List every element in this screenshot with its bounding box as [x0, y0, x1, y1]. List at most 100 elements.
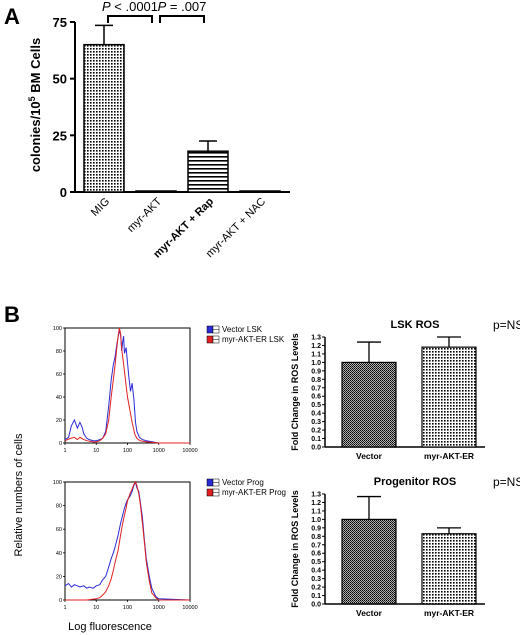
legend-label: myr-AKT-ER Prog [222, 488, 286, 497]
histogram-frame [64, 327, 191, 444]
histogram-xtick-label: 10000 [182, 605, 197, 611]
chart-a-significance-bracket [159, 15, 205, 23]
ros-ytick-label: 1.0 [311, 517, 321, 524]
chart-a-ylabel: colonies/105 BM Cells [27, 38, 43, 172]
ros-ytick-label: 0.0 [311, 602, 321, 609]
progenitor-histogram: 0 20 40 60 80 100 1 10 100 1000 10000 Vector Progmy… [53, 478, 286, 611]
ros-ytick-label: 0.9 [311, 525, 321, 532]
progenitor-ros-bar-chart: Progenitor ROS p=NS Fold Change in ROS Lev… [290, 475, 520, 618]
histogram-ytick-label: 40 [56, 551, 62, 557]
histogram-ytick-label: 20 [56, 418, 62, 424]
ros-ytick-label: 1.0 [311, 360, 321, 367]
ros-ytick-label: 0.5 [311, 559, 321, 566]
ros-chart-title: LSK ROS [391, 319, 440, 331]
chart-a-ytick-label: 0 [60, 185, 67, 200]
ros-category-label: myr-AKT-ER [424, 608, 474, 618]
ros-ytick-label: 0.5 [311, 402, 321, 409]
panel-label-b: B [4, 302, 20, 327]
ros-ytick-label: 1.1 [311, 508, 321, 515]
histogram-ylabel: Relative numbers of cells [13, 433, 25, 556]
ros-chart-title: Progenitor ROS [374, 476, 457, 488]
histogram-xtick-label: 1 [63, 448, 66, 454]
ros-bar [341, 361, 397, 448]
histogram-ytick-label: 80 [56, 504, 62, 510]
ros-ytick-label: 0.1 [311, 593, 321, 600]
histogram-ytick-label: 60 [56, 527, 62, 533]
ros-ytick-label: 0.4 [311, 568, 321, 575]
histogram-ytick-label: 20 [56, 574, 62, 580]
histogram-series-line [65, 480, 190, 601]
histogram-ytick-label: 100 [53, 480, 62, 486]
ros-ylabel: Fold Change in ROS Levels [290, 333, 300, 451]
ros-ytick-label: 0.3 [311, 419, 321, 426]
legend-swatch [206, 478, 214, 487]
histogram-xtick-label: 10 [93, 605, 99, 611]
ros-bar [341, 518, 397, 605]
ros-category-label: Vector [356, 608, 383, 618]
ros-ytick-label: 0.8 [311, 377, 321, 384]
ros-ytick-label: 0.9 [311, 368, 321, 375]
ros-ytick-label: 1.2 [311, 343, 321, 350]
histogram-ytick-label: 0 [59, 598, 62, 604]
chart-a-ytick-label: 50 [53, 72, 67, 87]
chart-a-bar [135, 190, 177, 193]
ros-category-label: myr-AKT-ER [424, 451, 474, 461]
chart-a-pvalue-label: P < .0001 [102, 0, 158, 14]
ros-ytick-label: 0.0 [311, 445, 321, 452]
ros-ytick-label: 0.1 [311, 436, 321, 443]
ros-bar [421, 533, 477, 605]
lsk-histogram: 0 20 40 60 80 100 1 10 100 1000 10000 Vector LSKmyr… [53, 325, 285, 454]
ros-ylabel: Fold Change in ROS Levels [290, 490, 300, 608]
histogram-ytick-label: 60 [56, 372, 62, 378]
ros-ytick-label: 0.3 [311, 576, 321, 583]
ros-ytick-label: 1.3 [311, 335, 321, 342]
histogram-xtick-label: 1000 [153, 605, 165, 611]
ros-ytick-label: 0.7 [311, 385, 321, 392]
chart-a-pvalue-label: P = .007 [158, 0, 207, 14]
histogram-xtick-label: 100 [123, 448, 132, 454]
chart-a-bar [239, 190, 281, 193]
ros-ytick-label: 0.7 [311, 542, 321, 549]
histogram-xtick-label: 100 [123, 605, 132, 611]
ros-category-label: Vector [356, 451, 383, 461]
chart-a-ytick-label: 75 [53, 15, 67, 30]
histogram-xlabel: Log fluorescence [68, 621, 152, 633]
ros-ytick-label: 0.6 [311, 551, 321, 558]
histogram-xtick-label: 1000 [153, 448, 165, 454]
histogram-ytick-label: 100 [53, 326, 62, 332]
histogram-ytick-label: 80 [56, 349, 62, 355]
ros-ytick-label: 0.6 [311, 394, 321, 401]
histogram-ytick-label: 40 [56, 395, 62, 401]
ros-ytick-label: 1.3 [311, 492, 321, 499]
histogram-ytick-label: 0 [59, 441, 62, 447]
chart-a-bar [83, 43, 125, 193]
legend-label: Vector Prog [222, 478, 264, 487]
legend-label: myr-AKT-ER LSK [222, 335, 285, 344]
chart-a-category-label: myr-AKT [125, 195, 164, 234]
lsk-ros-bar-chart: LSK ROS p=NS Fold Change in ROS Levels 0.0 0… [290, 318, 520, 461]
histogram-series-line [64, 329, 190, 444]
panel-label-a: A [4, 4, 20, 29]
ros-bar [421, 346, 477, 448]
chart-a-significance-bracket [107, 15, 153, 23]
ros-ytick-label: 0.2 [311, 585, 321, 592]
legend-swatch [206, 335, 214, 344]
chart-a-ylabel-sup: 5 [27, 96, 37, 101]
histogram-xtick-label: 10000 [182, 448, 197, 454]
histogram-series-line [64, 327, 190, 444]
ros-ytick-label: 0.4 [311, 411, 321, 418]
legend-swatch [206, 488, 214, 497]
ros-ytick-label: 0.8 [311, 534, 321, 541]
histogram-xtick-label: 1 [63, 605, 66, 611]
ros-ytick-label: 1.1 [311, 351, 321, 358]
histogram-xtick-label: 10 [93, 448, 99, 454]
ros-ytick-label: 0.2 [311, 428, 321, 435]
chart-a-category-label: MIG [89, 196, 112, 219]
chart-a-bar [187, 150, 229, 193]
ros-ytick-label: 1.2 [311, 500, 321, 507]
ros-pvalue: p=NS [493, 475, 520, 489]
chart-a-ytick-label: 25 [53, 128, 67, 143]
legend-swatch [206, 325, 214, 334]
